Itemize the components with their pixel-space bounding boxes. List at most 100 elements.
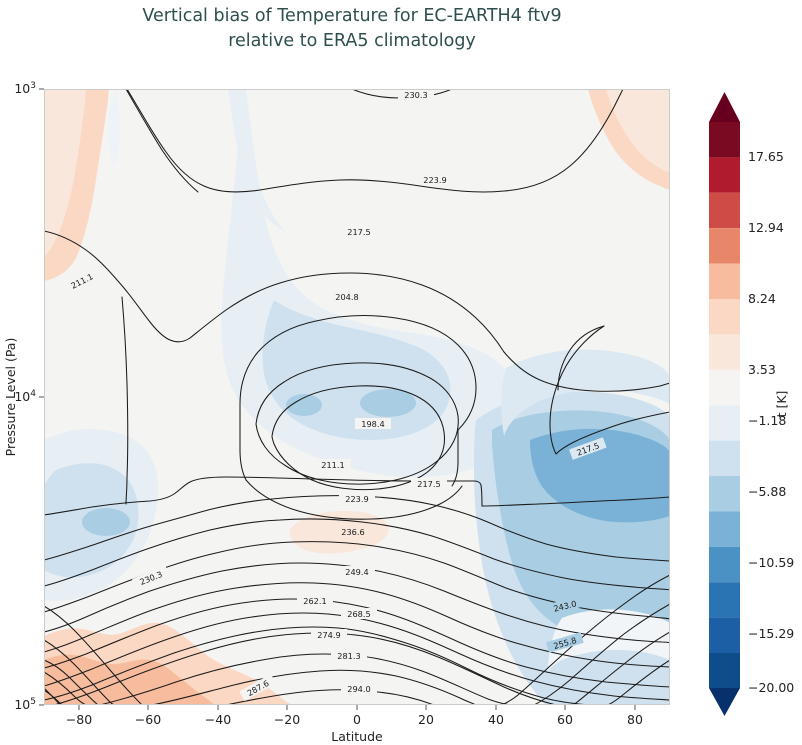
contour-nh-steep-2 <box>533 603 670 705</box>
colorbar-under-arrow <box>709 688 740 716</box>
colorbar-band-14 <box>709 192 740 229</box>
colorbar-tick-8p24: 8.24 <box>748 291 776 306</box>
contour-label-group: 230.3 223.9 217.5 211.1 204.8 198.4 <box>63 89 607 702</box>
svg-text:262.1: 262.1 <box>303 596 326 606</box>
contour-217p5-right-kink <box>555 411 670 455</box>
contour-sh-surface-a <box>44 659 99 705</box>
colorbar-tick-17p65: 17.65 <box>748 149 784 164</box>
x-tick-label-minus40: −40 <box>205 712 231 727</box>
colorbar-band-11 <box>709 299 740 335</box>
contour-204p8-right-flank <box>451 429 459 487</box>
contour-211p1-lower-arc <box>245 479 463 520</box>
contour-211p1-left-vertical <box>121 296 129 505</box>
contour-label-274p9: 274.9 <box>311 629 347 640</box>
colorbar-band-15 <box>709 157 740 193</box>
contour-right-closed-b <box>557 325 605 391</box>
contour-294p0 <box>225 689 435 705</box>
cold-patch-nh-light-break <box>548 609 670 672</box>
contour-label-204p8: 204.8 <box>329 291 365 302</box>
y-axis: 103 104 105 Pressure Level (Pa) <box>3 81 44 712</box>
contour-243p0 <box>44 562 670 644</box>
colorbar-band-12 <box>709 263 740 299</box>
contour-label-198p4: 198.4 <box>355 418 391 429</box>
contour-nh-steep-4 <box>607 659 670 705</box>
x-tick-group <box>78 705 636 710</box>
contour-label-217p5-upper: 217.5 <box>341 226 377 237</box>
temperature-contours <box>44 89 670 705</box>
colorbar-band-9 <box>709 369 740 406</box>
warm-patch-upper-left-inner <box>44 89 86 257</box>
contour-label-281p3: 281.3 <box>331 650 367 661</box>
contour-label-211p1-lower: 211.1 <box>315 459 351 470</box>
svg-text:198.4: 198.4 <box>361 419 384 429</box>
cold-spike-upper-tropical <box>228 89 286 232</box>
colorbar-band-4 <box>709 546 740 583</box>
contour-label-217p5-lower: 217.5 <box>411 478 447 489</box>
contour-217p5-lower <box>44 476 483 516</box>
x-tick-label-20: 20 <box>418 712 434 727</box>
cold-nucleus-left <box>286 394 322 416</box>
colorbar-tick-labels: 17.65 12.94 8.24 3.53 −1.18 −5.88 −10.59… <box>748 149 794 695</box>
contour-sh-steep-3 <box>44 671 87 705</box>
warm-patch-antarctic-surface-inner <box>44 654 216 705</box>
contour-249p4 <box>44 582 670 668</box>
svg-text:249.4: 249.4 <box>345 567 368 577</box>
colorbar-tick-minus20p00: −20.00 <box>748 680 794 695</box>
colorbar-band-1 <box>709 653 740 688</box>
contour-sh-surface-b <box>44 689 63 705</box>
contour-287p6 <box>151 669 477 705</box>
contour-label-268p5: 268.5 <box>341 608 377 619</box>
contour-217p5-right-upper <box>503 351 670 392</box>
contour-204p8-left-flank <box>239 403 247 481</box>
colorbar-band-8 <box>709 405 740 441</box>
contour-label-223p9-lower: 223.9 <box>339 493 375 504</box>
x-tick-label-minus20: −20 <box>274 712 300 727</box>
colorbar: 17.65 12.94 8.24 3.53 −1.18 −5.88 −10.59… <box>709 92 794 716</box>
x-tick-label-60: 60 <box>557 712 573 727</box>
svg-text:236.6: 236.6 <box>341 527 364 537</box>
cold-nucleus-right <box>360 389 416 417</box>
svg-text:281.3: 281.3 <box>337 651 360 661</box>
colorbar-bands <box>709 122 740 688</box>
contour-nh-steep-1 <box>501 574 670 705</box>
shaded-bias-field <box>44 89 670 705</box>
colorbar-band-10 <box>709 334 740 370</box>
y-axis-label: Pressure Level (Pa) <box>3 338 18 457</box>
colorbar-band-6 <box>709 476 740 512</box>
contour-label-262p1: 262.1 <box>297 595 333 606</box>
colorbar-tick-12p94: 12.94 <box>748 220 784 235</box>
svg-text:211.1: 211.1 <box>321 460 344 470</box>
contour-255p8 <box>44 598 670 688</box>
svg-text:274.9: 274.9 <box>317 630 340 640</box>
main-axes: 230.3 223.9 217.5 211.1 204.8 198.4 <box>3 81 670 744</box>
colorbar-band-3 <box>709 582 740 618</box>
colorbar-over-arrow <box>709 92 740 122</box>
cold-sliver-upper-left <box>108 89 120 166</box>
svg-text:294.0: 294.0 <box>347 684 370 694</box>
colorbar-tick-minus10p59: −10.59 <box>748 555 794 570</box>
colorbar-band-16 <box>709 122 740 158</box>
colorbar-band-5 <box>709 511 740 547</box>
figure-title-line1: Vertical bias of Temperature for EC-EART… <box>142 6 561 26</box>
contour-label-223p9-upper: 223.9 <box>417 174 453 185</box>
contour-262p1 <box>44 612 670 701</box>
figure-title-line2: relative to ERA5 climatology <box>228 31 476 51</box>
svg-text:217.5: 217.5 <box>347 227 370 237</box>
svg-text:230.3: 230.3 <box>404 90 427 100</box>
x-tick-label-minus80: −80 <box>66 712 92 727</box>
axes-spines <box>44 89 670 705</box>
cold-wash-right-midlevel <box>501 349 670 436</box>
svg-text:217.5: 217.5 <box>417 479 440 489</box>
warm-patch-upper-right-inner <box>606 89 670 173</box>
colorbar-tick-minus15p29: −15.29 <box>748 626 794 641</box>
contour-268p5 <box>44 626 591 705</box>
svg-text:204.8: 204.8 <box>335 292 358 302</box>
colorbar-band-13 <box>709 228 740 264</box>
contour-right-closed-a <box>549 325 605 455</box>
contour-mid-oval <box>255 362 459 485</box>
cold-nucleus-sh <box>82 508 130 536</box>
colorbar-tick-minus1p18: −1.18 <box>748 413 786 428</box>
contour-204p8-outer-upper <box>239 315 477 431</box>
x-tick-label-zero: 0 <box>353 712 361 727</box>
